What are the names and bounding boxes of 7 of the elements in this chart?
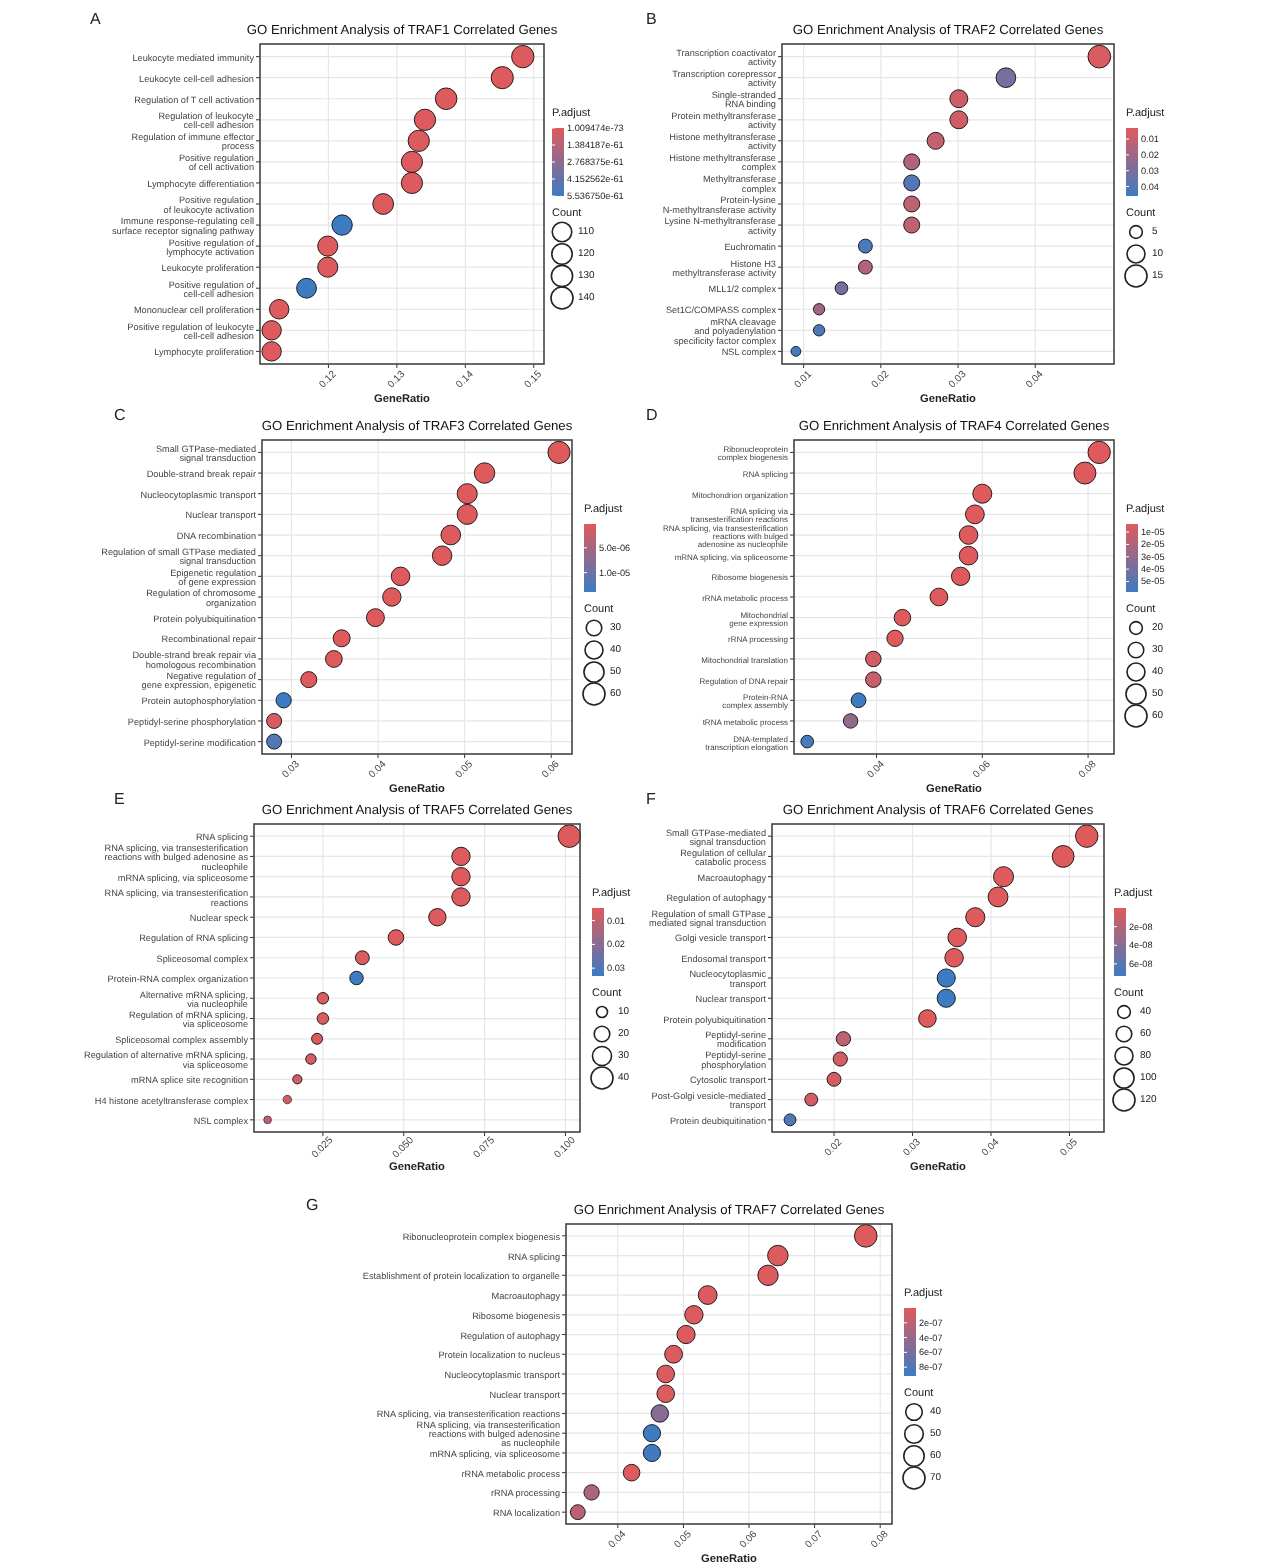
text: C — [114, 406, 126, 424]
text: D — [646, 406, 658, 424]
text: A — [90, 10, 102, 28]
text: E — [114, 790, 125, 808]
text: B — [646, 10, 657, 28]
text: G — [306, 1196, 319, 1214]
text: F — [646, 790, 656, 808]
